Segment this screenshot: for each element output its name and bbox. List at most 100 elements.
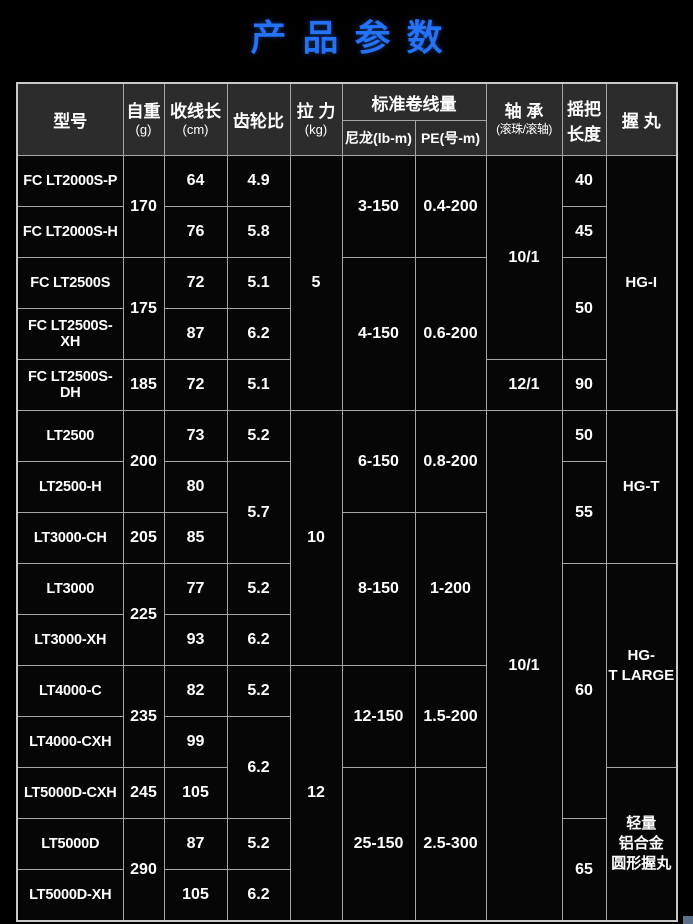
header-bearings: 轴 承 (滚珠/滚轴) xyxy=(485,82,563,156)
cell-pe: 0.8-200 xyxy=(414,410,487,513)
header-capacity-pe: PE(号-m) xyxy=(414,120,487,156)
table-row: LT3000-CH 205 85 8-150 1-200 xyxy=(16,512,677,666)
cell-nylon: 6-150 xyxy=(341,410,416,513)
cell-gear-ratio: 4.9 xyxy=(226,155,291,207)
table-row: FC LT2000S-P 170 64 4.9 5 3-150 0.4-200 … xyxy=(16,155,678,411)
cell-model: LT4000-CXH xyxy=(16,716,124,768)
header-knob: 握 丸 xyxy=(605,82,678,156)
table-row: LT5000D-XH 105 6.2 xyxy=(16,869,677,922)
cell-pe: 0.4-200 xyxy=(414,155,487,258)
cell-handle: 60 xyxy=(561,563,607,819)
table-row: LT2500-H 80 5.7 55 xyxy=(16,461,677,564)
table-row: FC LT2000S-H 76 5.8 45 xyxy=(16,206,677,258)
header-capacity-nylon: 尼龙(lb-m) xyxy=(341,120,416,156)
cell-line-length: 77 xyxy=(163,563,228,615)
cell-handle: 50 xyxy=(561,257,607,360)
cell-line-length: 72 xyxy=(163,257,228,309)
cell-bearings: 10/1 xyxy=(485,155,563,360)
header-capacity-group: 标准卷线量 xyxy=(341,82,487,121)
cell-weight: 225 xyxy=(122,563,165,666)
cell-line-length: 80 xyxy=(163,461,228,513)
cell-handle: 65 xyxy=(561,818,607,922)
cell-model: LT4000-C xyxy=(16,665,124,717)
cell-gear-ratio: 5.7 xyxy=(226,461,291,564)
cell-model: LT3000-XH xyxy=(16,614,124,666)
header-weight-label: 自重 xyxy=(126,102,161,121)
cell-handle: 45 xyxy=(561,206,607,258)
table-row: LT2500 200 73 5.2 10 6-150 0.8-200 10/1 … xyxy=(16,410,678,922)
cell-line-length: 105 xyxy=(163,767,228,819)
cell-model: FC LT2500S xyxy=(16,257,124,309)
cell-bearings: 12/1 xyxy=(485,359,563,411)
header-weight-unit: (g) xyxy=(135,122,152,137)
cell-gear-ratio: 6.2 xyxy=(226,716,291,819)
table-row: LT3000 225 77 5.2 60 HG- T LARGE xyxy=(16,563,678,819)
cell-handle: 90 xyxy=(561,359,607,411)
cell-weight: 290 xyxy=(122,818,165,922)
cell-gear-ratio: 5.1 xyxy=(226,359,291,411)
cell-weight: 235 xyxy=(122,665,165,768)
cell-weight: 175 xyxy=(122,257,165,360)
cell-pe: 1-200 xyxy=(414,512,487,666)
cell-nylon: 8-150 xyxy=(341,512,416,666)
cell-knob: HG-T xyxy=(605,410,678,564)
cell-line-length: 99 xyxy=(163,716,228,768)
cell-knob: 轻量 铝合金 圆形握丸 xyxy=(605,767,678,922)
header-handle-length: 摇把 长度 xyxy=(561,82,607,156)
cell-gear-ratio: 5.2 xyxy=(226,410,291,462)
table-row: LT4000-C 235 82 5.2 12 12-150 1.5-200 xyxy=(16,665,677,922)
table-row: FC LT2500S-XH 87 6.2 xyxy=(16,308,677,360)
cell-model: LT2500-H xyxy=(16,461,124,513)
header-bearings-label: 轴 承 xyxy=(504,102,544,121)
cell-line-length: 73 xyxy=(163,410,228,462)
table-row: LT4000-CXH 99 6.2 xyxy=(16,716,677,819)
cell-gear-ratio: 5.8 xyxy=(226,206,291,258)
cell-model: FC LT2500S-XH xyxy=(16,308,124,360)
cell-line-length: 105 xyxy=(163,869,228,922)
header-line-length-label: 收线长 xyxy=(170,102,221,121)
cell-knob: HG-I xyxy=(605,155,678,411)
cell-pe: 1.5-200 xyxy=(414,665,487,768)
spec-table: 型号 自重 (g) 收线长 (cm) 齿轮比 拉 力 (kg) 标准卷线量 轴 承 (滚… xyxy=(16,82,678,922)
cell-drag: 10 xyxy=(289,410,343,666)
cell-drag: 5 xyxy=(289,155,343,411)
header-drag-label: 拉 力 xyxy=(296,102,336,121)
cell-model: LT3000 xyxy=(16,563,124,615)
cell-line-length: 87 xyxy=(163,308,228,360)
header-line-length-unit: (cm) xyxy=(182,122,209,137)
cell-handle: 50 xyxy=(561,410,607,462)
cell-line-length: 82 xyxy=(163,665,228,717)
table-row: LT3000-XH 93 6.2 xyxy=(16,614,677,666)
cell-line-length: 72 xyxy=(163,359,228,411)
cell-nylon: 4-150 xyxy=(341,257,416,411)
cell-handle: 40 xyxy=(561,155,607,207)
header-weight: 自重 (g) xyxy=(122,82,165,156)
cell-model: LT3000-CH xyxy=(16,512,124,564)
cell-gear-ratio: 6.2 xyxy=(226,614,291,666)
cell-gear-ratio: 6.2 xyxy=(226,308,291,360)
header-model: 型号 xyxy=(16,82,124,156)
table-row: LT5000D-CXH 245 105 25-150 2.5-300 轻量 铝合… xyxy=(16,767,678,922)
cell-model: LT5000D-XH xyxy=(16,869,124,922)
header-drag: 拉 力 (kg) xyxy=(289,82,343,156)
header-gear-ratio: 齿轮比 xyxy=(226,82,291,156)
cell-pe: 0.6-200 xyxy=(414,257,487,411)
cell-gear-ratio: 5.2 xyxy=(226,665,291,717)
cell-line-length: 85 xyxy=(163,512,228,564)
cell-model: LT5000D-CXH xyxy=(16,767,124,819)
cell-gear-ratio: 5.1 xyxy=(226,257,291,309)
cell-nylon: 3-150 xyxy=(341,155,416,258)
cell-line-length: 64 xyxy=(163,155,228,207)
table-row: LT5000D 290 87 5.2 65 xyxy=(16,818,677,922)
table-row: FC LT2500S 175 72 5.1 4-150 0.6-200 50 xyxy=(16,257,677,411)
cell-nylon: 12-150 xyxy=(341,665,416,768)
cell-gear-ratio: 5.2 xyxy=(226,563,291,615)
cell-weight: 185 xyxy=(122,359,165,411)
cell-knob: HG- T LARGE xyxy=(605,563,678,768)
cell-weight: 205 xyxy=(122,512,165,564)
corner-accent-square xyxy=(683,916,693,924)
header-bearings-unit: (滚珠/滚轴) xyxy=(496,122,552,136)
cell-model: FC LT2000S-P xyxy=(16,155,124,207)
cell-gear-ratio: 6.2 xyxy=(226,869,291,922)
cell-bearings: 10/1 xyxy=(485,410,563,922)
